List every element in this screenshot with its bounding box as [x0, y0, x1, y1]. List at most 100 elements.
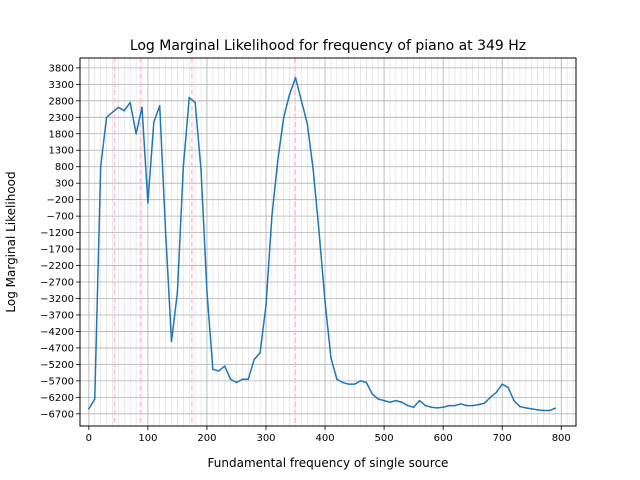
data-point	[513, 399, 515, 402]
y-tick-label: −5200	[40, 360, 74, 371]
y-tick-label: −3200	[40, 294, 74, 305]
data-point	[554, 407, 557, 410]
plot-frame	[79, 57, 577, 427]
y-tick-label: 2300	[49, 113, 74, 124]
data-point	[147, 202, 149, 204]
data-point	[259, 352, 261, 354]
data-point	[105, 116, 108, 119]
data-point	[158, 104, 161, 107]
data-point	[141, 106, 143, 109]
data-point	[164, 231, 167, 234]
data-point	[353, 383, 356, 385]
data-point	[206, 291, 208, 293]
y-tick-label: −5700	[40, 376, 74, 387]
data-point	[99, 165, 102, 168]
x-tick-label: 600	[434, 433, 453, 444]
chart-title: Log Marginal Likelihood for frequency of…	[130, 38, 526, 54]
data-point	[88, 408, 90, 410]
y-tick-label: 1800	[49, 129, 74, 140]
data-point	[223, 365, 226, 367]
y-tick-label: 3300	[49, 80, 74, 91]
data-point	[507, 386, 509, 389]
data-point	[300, 100, 303, 102]
data-point	[200, 169, 202, 171]
y-tick-label: −200	[47, 195, 74, 206]
data-point	[306, 123, 309, 125]
data-point	[93, 398, 96, 400]
data-point	[418, 399, 421, 402]
frequency-markers	[113, 58, 296, 426]
data-point	[483, 402, 486, 405]
data-point	[471, 404, 474, 407]
data-point	[536, 409, 539, 411]
y-tick-label: −6700	[40, 409, 74, 420]
y-tick-label: −1200	[40, 228, 74, 239]
data-point	[188, 96, 191, 99]
data-point	[117, 106, 120, 109]
data-point	[347, 383, 350, 385]
data-point	[542, 409, 545, 412]
data-point	[282, 116, 285, 119]
data-point	[365, 381, 368, 384]
x-tick-label: 0	[86, 433, 92, 444]
data-point	[401, 401, 403, 404]
data-point	[383, 399, 385, 402]
data-point	[448, 404, 450, 407]
data-point	[477, 403, 480, 406]
data-point	[454, 404, 456, 407]
x-tick-label: 700	[493, 433, 512, 444]
data-point	[548, 409, 551, 412]
y-axis-label: Log Marginal Likelihood	[4, 171, 18, 312]
data-point	[412, 406, 415, 409]
data-point	[182, 165, 185, 168]
y-tick-label: −2200	[40, 261, 74, 272]
data-layer	[88, 76, 557, 412]
x-tick-label: 100	[138, 433, 157, 444]
data-point	[341, 381, 344, 384]
data-point	[430, 406, 433, 409]
data-point	[229, 378, 232, 381]
data-point	[359, 380, 362, 382]
y-tick-label: −700	[47, 212, 74, 223]
data-point	[241, 378, 244, 381]
x-tick-label: 200	[197, 433, 216, 444]
y-tick-label: 2800	[49, 96, 74, 107]
data-point	[377, 398, 379, 400]
data-point	[424, 404, 427, 407]
y-tick-label: 800	[55, 162, 74, 173]
y-tick-label: −2700	[40, 278, 74, 289]
x-axis-label: Fundamental frequency of single source	[208, 456, 449, 470]
data-point	[519, 405, 521, 408]
data-point	[324, 301, 326, 303]
data-point	[530, 408, 533, 410]
data-point	[336, 378, 338, 381]
data-point	[436, 407, 439, 409]
data-point	[294, 76, 297, 79]
data-point	[176, 291, 179, 293]
y-tick-label: −4700	[40, 343, 74, 354]
data-point	[153, 121, 155, 124]
data-point	[465, 404, 468, 407]
series-line	[88, 77, 556, 412]
data-point	[265, 304, 267, 306]
x-tick-label: 800	[552, 433, 571, 444]
data-point	[318, 231, 320, 234]
data-point	[247, 378, 250, 381]
data-point	[235, 381, 238, 384]
data-point	[253, 358, 255, 361]
y-tick-label: 300	[55, 179, 74, 190]
y-tick-label: −3700	[40, 310, 74, 321]
y-tick-label: −4200	[40, 327, 74, 338]
y-tick-label: −1700	[40, 245, 74, 256]
data-point	[271, 215, 273, 217]
data-point	[170, 340, 173, 343]
data-point	[277, 159, 279, 161]
data-point	[123, 109, 126, 112]
data-point	[442, 406, 444, 409]
data-point	[395, 399, 397, 402]
x-tick-label: 300	[256, 433, 275, 444]
data-point	[194, 101, 196, 104]
data-point	[501, 383, 503, 385]
x-axis-ticks: 0 100 200 300 400 500 600 700 800	[86, 426, 571, 444]
